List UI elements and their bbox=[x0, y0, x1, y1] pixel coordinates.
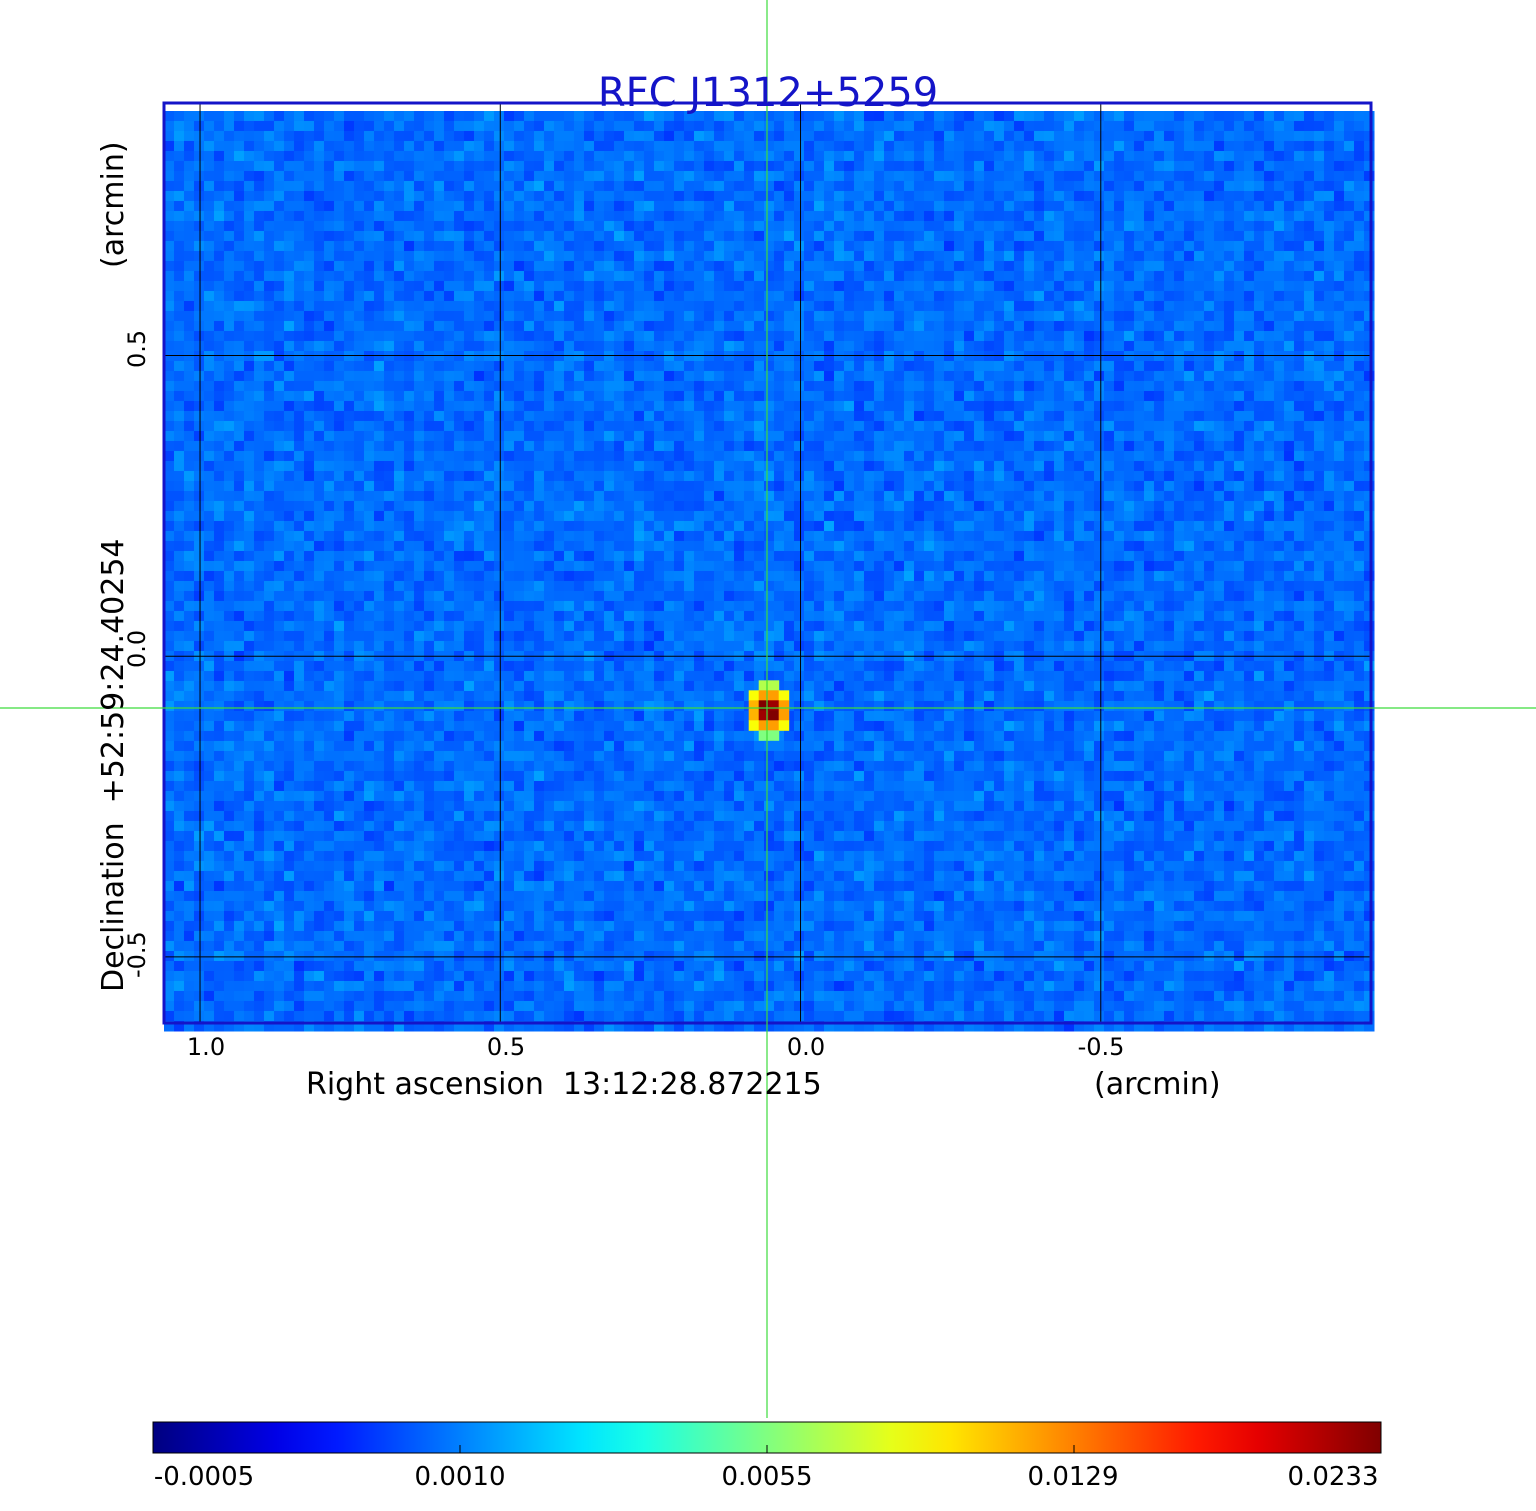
source-pixel bbox=[758, 700, 770, 711]
source-pixel bbox=[778, 720, 790, 731]
source-pixel bbox=[758, 690, 770, 701]
colorbar-tick-label: 0.0129 bbox=[1027, 1462, 1119, 1492]
source-pixel bbox=[758, 730, 770, 741]
source-pixel bbox=[768, 690, 780, 701]
y-tick-label: 0.0 bbox=[123, 629, 151, 668]
y-tick-label: 0.5 bbox=[123, 329, 151, 368]
y-axis-label: Declination +52:59:24.40254 bbox=[96, 538, 131, 992]
source-pixel bbox=[778, 690, 790, 701]
x-axis-unit: (arcmin) bbox=[1094, 1067, 1221, 1102]
y-axis-unit: (arcmin) bbox=[96, 141, 131, 268]
heatmap-pixels bbox=[164, 111, 1375, 1032]
chart-title: RFC J1312+5259 bbox=[597, 70, 939, 116]
source-pixel bbox=[768, 710, 780, 721]
colorbar-tick-label: 0.0010 bbox=[414, 1462, 506, 1492]
x-tick-label: -0.5 bbox=[1077, 1033, 1125, 1061]
source-pixel bbox=[778, 700, 790, 711]
y-tick-label: -0.5 bbox=[123, 931, 151, 978]
source-pixel bbox=[768, 680, 780, 691]
x-axis-label: Right ascension 13:12:28.872215 bbox=[306, 1067, 822, 1102]
source-pixel bbox=[748, 720, 760, 731]
source-pixel bbox=[758, 680, 770, 691]
source-pixel bbox=[748, 710, 760, 721]
source-pixel bbox=[748, 690, 760, 701]
source-pixel bbox=[768, 720, 780, 731]
source-pixel bbox=[758, 720, 770, 731]
source-pixel bbox=[778, 710, 790, 721]
colorbar-tick-label: -0.0005 bbox=[153, 1462, 255, 1492]
source-blob bbox=[748, 680, 790, 741]
x-tick-label: 1.0 bbox=[186, 1033, 226, 1061]
colorbar-tick-label: 0.0233 bbox=[1287, 1462, 1379, 1492]
x-tick-label: 0.5 bbox=[486, 1033, 526, 1061]
x-tick-label: 0.0 bbox=[786, 1033, 826, 1061]
source-pixel bbox=[748, 700, 760, 711]
source-pixel bbox=[768, 700, 780, 711]
source-pixel bbox=[768, 730, 780, 741]
colorbar-tick-label: 0.0055 bbox=[721, 1462, 813, 1492]
colorbar bbox=[152, 1421, 1382, 1454]
source-pixel bbox=[758, 710, 770, 721]
